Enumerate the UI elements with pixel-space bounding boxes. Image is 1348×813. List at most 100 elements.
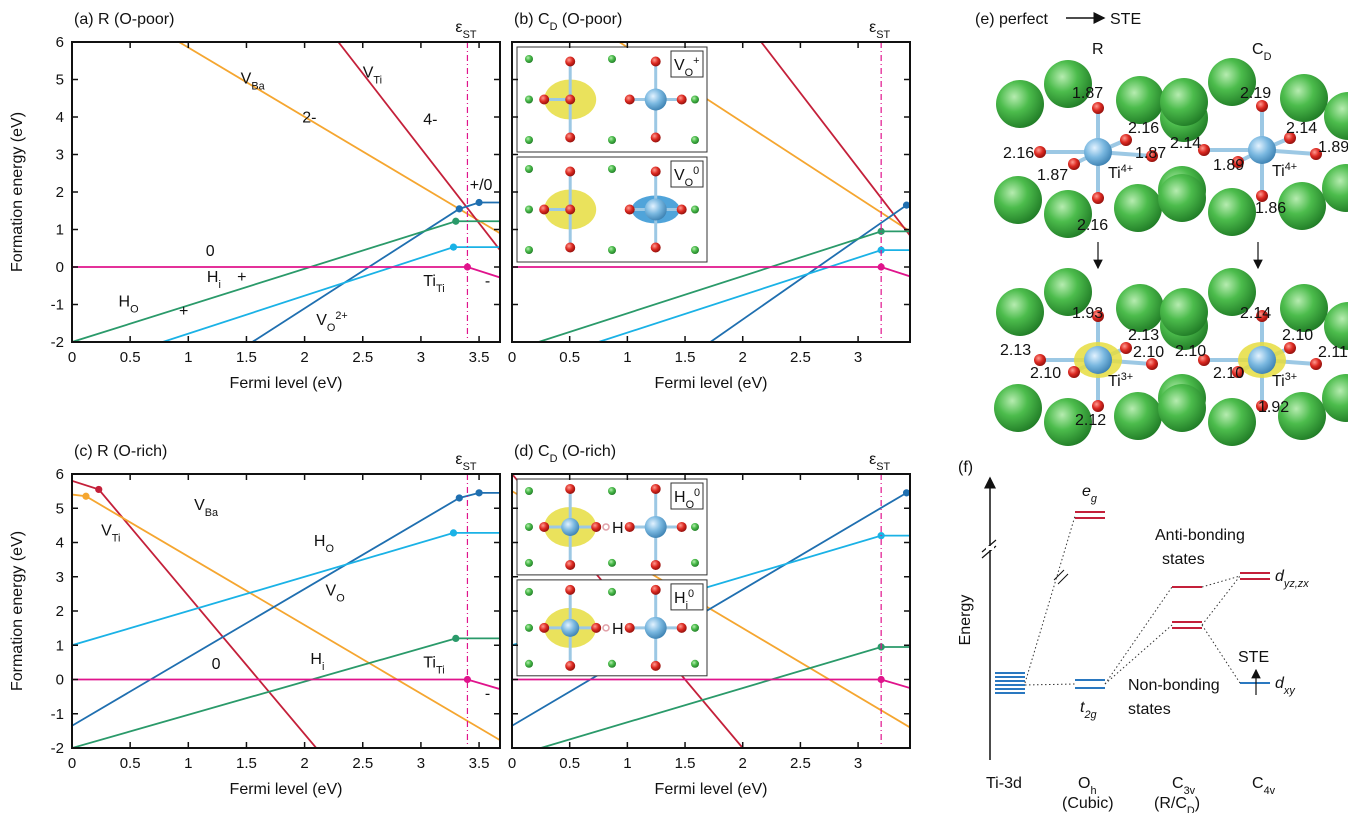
label-text: C [1172,775,1184,792]
atom-o [565,243,575,253]
atom-ba [525,246,533,254]
atom-o [565,661,575,671]
anti-label: states [1162,551,1205,568]
atom-ba [1114,184,1162,232]
y-tick-label: 4 [56,109,64,126]
ion-label: Ti3+ [1272,371,1297,390]
correlation [1105,587,1172,684]
ste-label: STE [1238,649,1269,666]
line-label: VBa [241,70,266,92]
series-line [512,680,910,689]
label-text: + [179,303,188,320]
non-label: states [1128,701,1171,718]
label-text: 0 [206,243,215,260]
title-sub: D [550,453,558,465]
atom-ba [608,588,616,596]
label-sub: Ti [436,665,445,677]
x-tick-label: 0 [508,755,516,772]
line-label: 2- [302,110,316,127]
label-text: H [310,651,322,668]
y-tick-label: -2 [51,334,64,351]
atom-ba [525,206,533,214]
orbital-label: t2g [1080,699,1097,721]
panel-title: (f) [958,459,973,476]
label-sub: O [686,499,694,511]
label-text: 0 [212,656,221,673]
label-text: - [485,273,490,290]
atom-ba [1208,188,1256,236]
transition-point [452,635,459,642]
atom-ba [608,136,616,144]
line-label: 0 [206,243,215,260]
atom-o [539,205,549,215]
label-sub: O [685,177,693,189]
y-axis-title: Formation energy (eV) [9,112,26,272]
label-sub: xy [1283,685,1295,697]
column-label: C3v [1172,775,1196,797]
title-tail: (O-rich) [557,443,616,460]
atom-o [565,167,575,177]
atom-ti [1248,136,1276,164]
axis-break-gap [986,546,994,550]
atom-ba [525,165,533,173]
bond-length: 2.10 [1213,365,1244,382]
atom-o [1092,102,1104,114]
atom-ba [525,136,533,144]
x-tick-label: 2 [739,755,747,772]
label-sub: g [1091,493,1097,505]
atom-ba [1114,392,1162,440]
atom-ti [561,619,579,637]
atom-o [651,57,661,67]
x-tick-label: 0.5 [120,755,141,772]
y-tick-label: 3 [56,569,64,586]
label-sub: 4v [1264,785,1276,797]
ion-label: Ti4+ [1108,163,1133,182]
label-sub: i [686,600,688,612]
marker-label: εST [869,451,890,473]
ion-label: Ti3+ [1108,371,1133,390]
atom-ba [1160,78,1208,126]
atom-o [651,585,661,595]
bond-length: 2.12 [1075,412,1106,429]
atom-ba [608,660,616,668]
orbital-label: dyz,zx [1275,568,1309,590]
transition-point [82,493,89,500]
column-label: R [1092,41,1104,58]
label-sup: + [693,55,699,67]
label-tail: ) [1195,795,1200,812]
atom-ba [608,246,616,254]
label-text: H [314,533,326,550]
series-line [72,493,500,726]
column-note: (R/CD) [1154,795,1200,813]
label-text: ε [869,451,876,468]
label-sup: 3+ [1121,371,1133,383]
label-sub: Ba [251,80,265,92]
label-sub: Ti [436,283,445,295]
bond-length: 1.89 [1213,157,1244,174]
atom-o [625,623,635,633]
atom-ti [1084,138,1112,166]
chart-title: (a) R (O-poor) [74,11,174,28]
bond-length: 1.92 [1258,399,1289,416]
bond-length: 2.13 [1000,342,1031,359]
bond-length: 2.19 [1240,85,1271,102]
atom-o [565,95,575,105]
label-sup: 3+ [1285,371,1297,383]
line-label: +/0 [470,177,493,194]
bond-length: 1.87 [1072,85,1103,102]
bond-length: 2.16 [1077,217,1108,234]
line-label: - [485,685,490,702]
atom-o [591,522,601,532]
atom-ti [1248,346,1276,374]
y-tick-label: 1 [56,222,64,239]
atom-o [565,560,575,570]
label-text: (Cubic) [1062,795,1114,812]
atom-ti [645,516,667,538]
atom-ba [1280,284,1328,332]
label-text: - [485,685,490,702]
series-line [72,495,500,741]
x-tick-label: 3.5 [469,755,490,772]
y-tick-label: 2 [56,184,64,201]
x-tick-label: 1.5 [675,755,696,772]
atom-label: H [612,621,624,638]
